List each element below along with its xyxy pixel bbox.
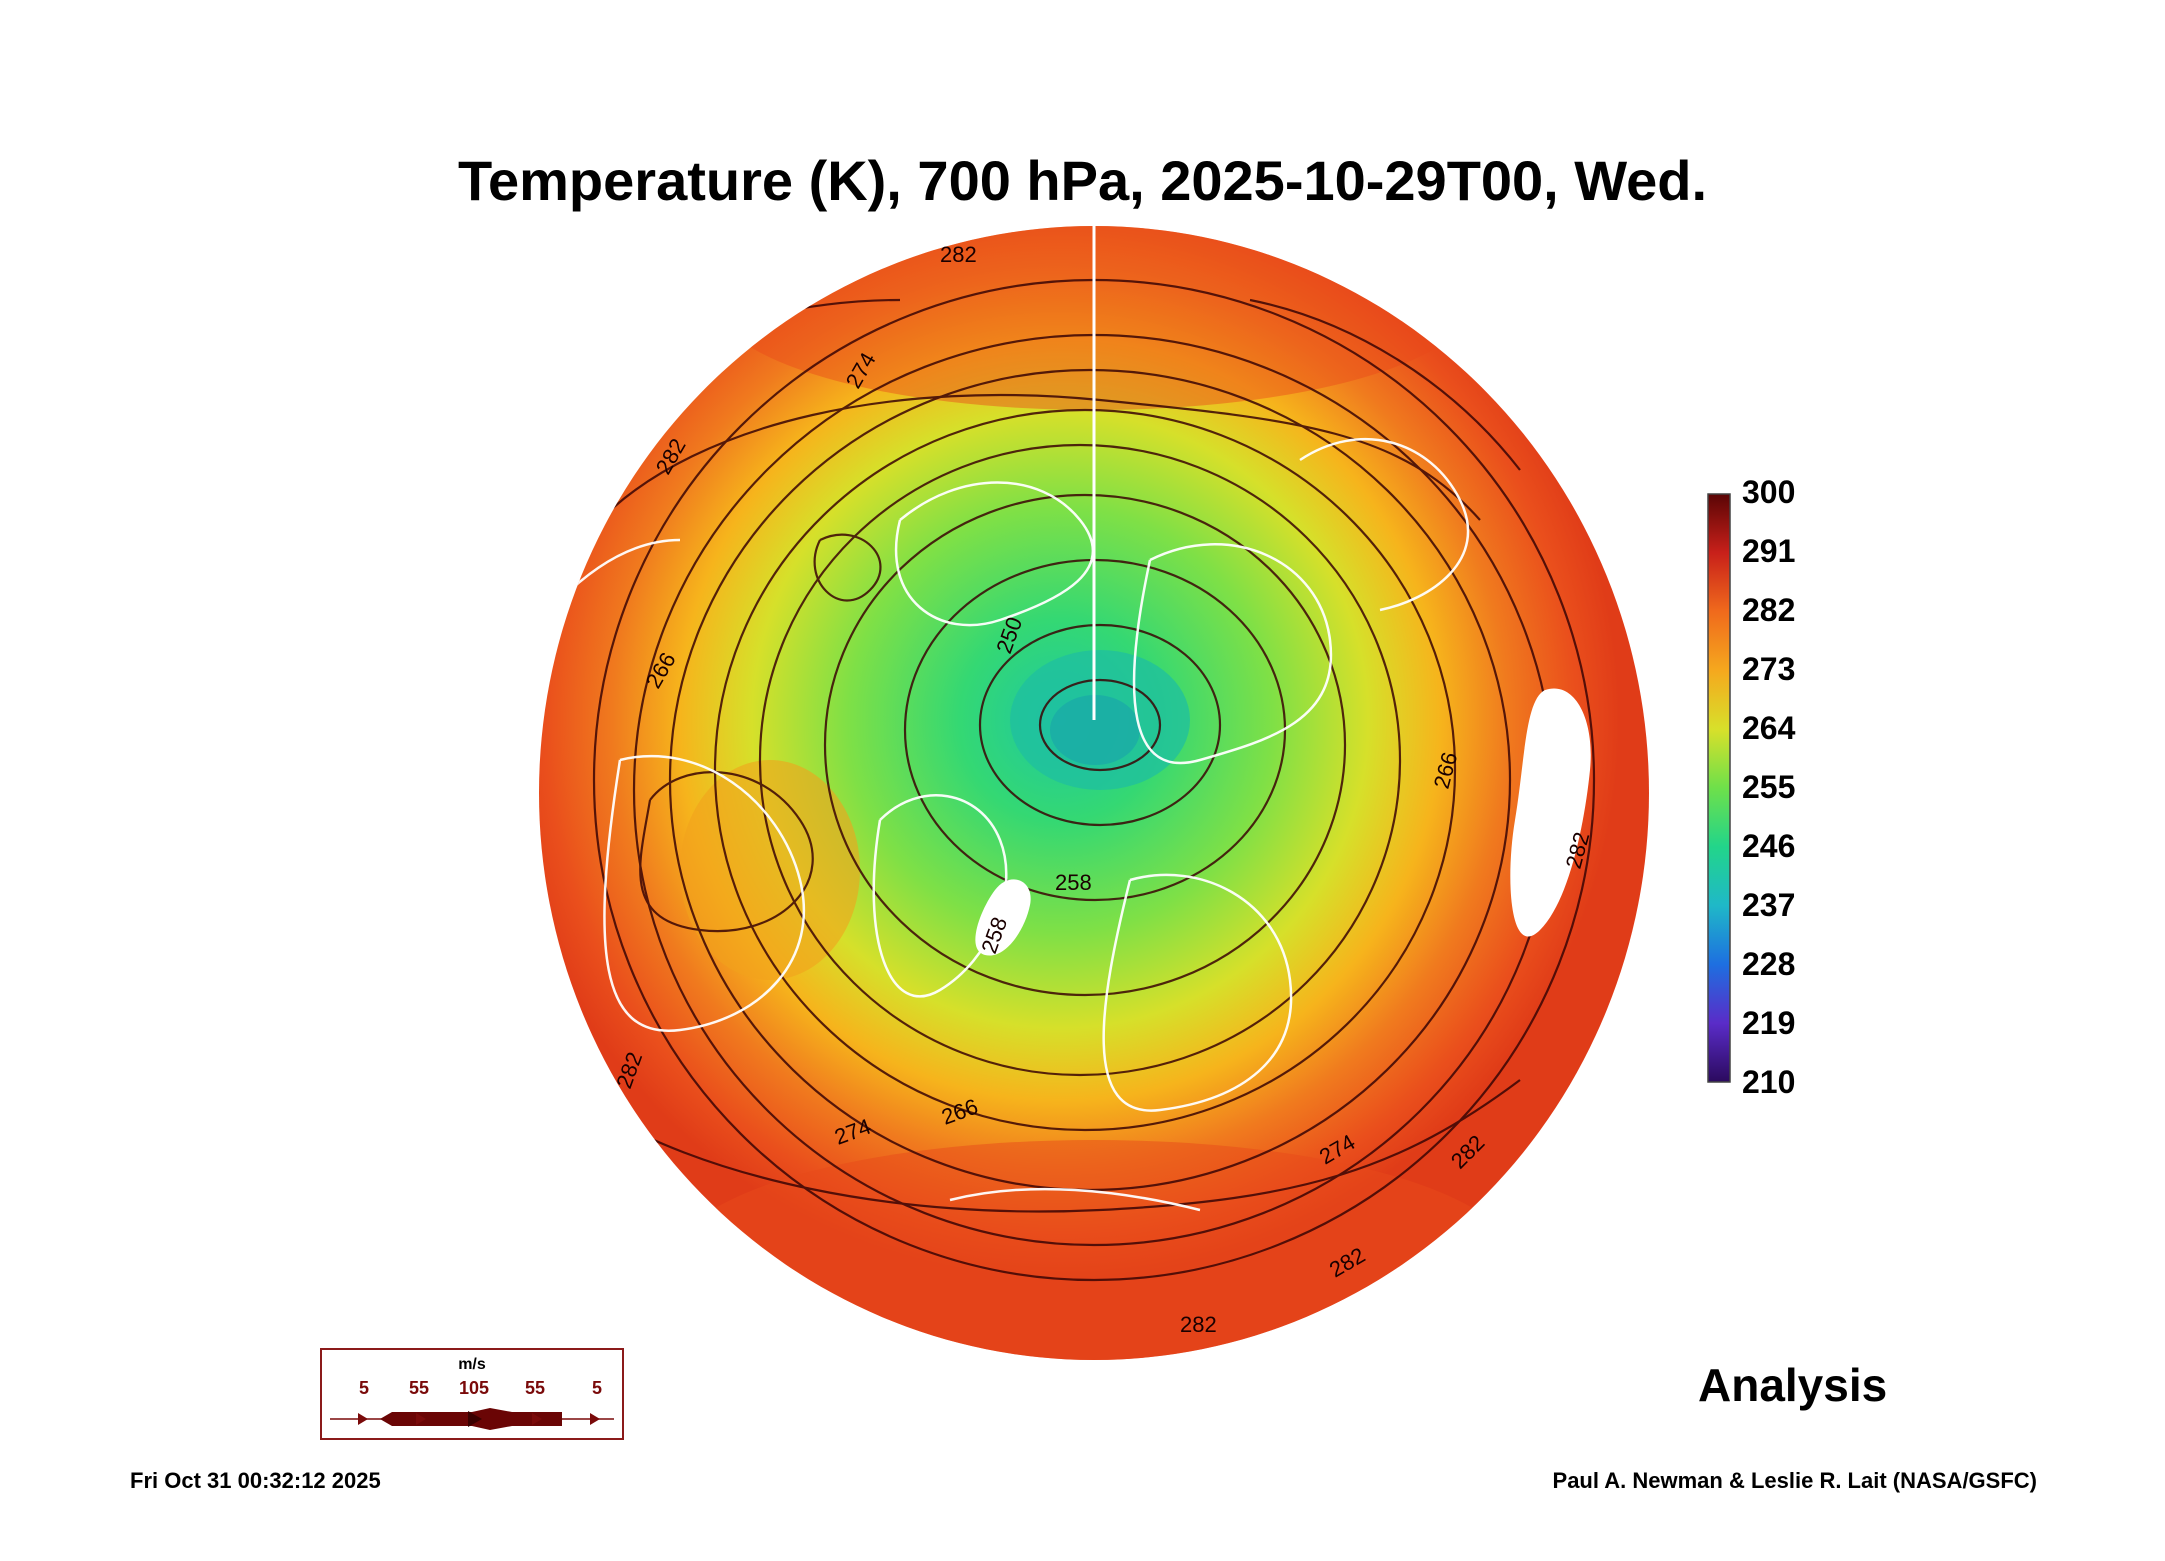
colorbar-tick: 228	[1742, 946, 1796, 982]
colorbar-tick: 210	[1742, 1064, 1796, 1100]
map-title: Temperature (K), 700 hPa, 2025-10-29T00,…	[457, 149, 1708, 212]
wind-speed-label: 55	[408, 1378, 430, 1398]
contour-label: 258	[1055, 870, 1092, 895]
colorbar-tick: 246	[1742, 828, 1796, 864]
author-credit: Paul A. Newman & Leslie R. Lait (NASA/GS…	[1552, 1468, 2037, 1493]
colorbar-tick: 291	[1742, 533, 1796, 569]
contour-label: 282	[1180, 1312, 1217, 1337]
colorbar-tick: 219	[1742, 1005, 1796, 1041]
colorbar-tick: 273	[1742, 651, 1796, 687]
warm-blob-west	[680, 760, 860, 980]
wind-speed-label: 5	[591, 1378, 603, 1398]
colorbar-tick: 264	[1742, 710, 1796, 746]
wind-speed-label: 5	[358, 1378, 370, 1398]
colorbar	[1707, 493, 1731, 1083]
greenland-white-patch	[975, 879, 1031, 956]
wind-speed-ribbon	[330, 1408, 614, 1430]
wind-speed-label: 55	[524, 1378, 546, 1398]
contour-label: 282	[940, 242, 977, 267]
colorbar-tick: 282	[1742, 592, 1796, 628]
colorbar-tick: 255	[1742, 769, 1796, 805]
generation-timestamp: Fri Oct 31 00:32:12 2025	[130, 1468, 381, 1493]
colorbar-tick: 237	[1742, 887, 1796, 923]
wind-speed-legend: m/s 5 55 105 55 5	[320, 1348, 624, 1440]
plateau-white-patch	[1510, 688, 1591, 937]
analysis-label: Analysis	[1698, 1359, 1888, 1411]
globe-disk	[539, 226, 1649, 1360]
colorbar-tick: 300	[1742, 474, 1796, 510]
wind-speed-label: 105	[458, 1378, 490, 1398]
wind-unit-label: m/s	[458, 1356, 486, 1373]
